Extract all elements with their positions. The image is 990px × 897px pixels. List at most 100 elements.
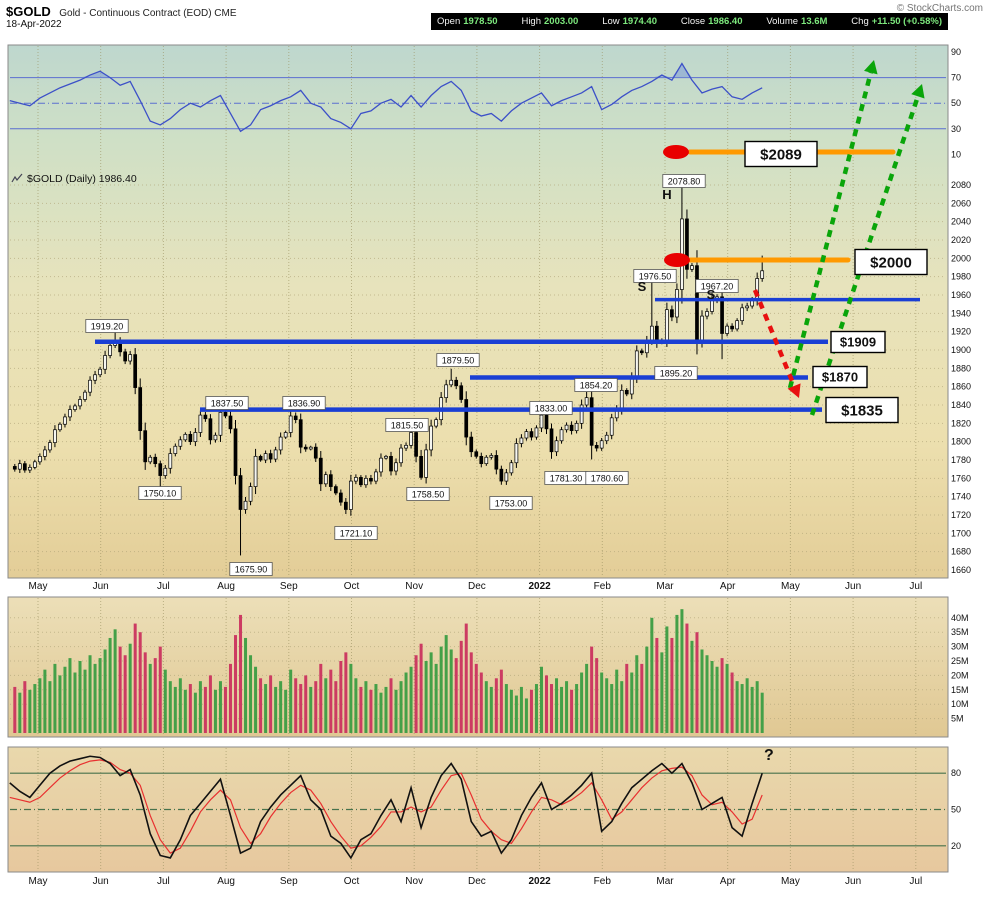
month-label: Apr <box>720 876 736 887</box>
volume-bars <box>13 609 764 733</box>
swing-label-box <box>229 562 273 576</box>
month-label: May <box>781 876 800 887</box>
volume-axis-tick: 20M <box>951 670 969 680</box>
swing-label: 1836.90 <box>288 399 321 409</box>
price-callout-box <box>854 248 928 276</box>
month-label: 2022 <box>528 876 551 887</box>
green-trend-arrow <box>787 72 873 389</box>
month-label: Jul <box>909 581 922 592</box>
swing-label: 1721.10 <box>340 529 373 539</box>
quote-value: 1974.40 <box>622 16 657 27</box>
rsi-panel <box>9 62 946 133</box>
price-axis-tick: 1900 <box>951 345 971 355</box>
chart-header: $GOLD Gold - Continuous Contract (EOD) C… <box>0 0 990 44</box>
swing-label-box <box>282 396 326 410</box>
price-title: $GOLD (Daily) 1986.40 <box>11 173 137 185</box>
rsi-axis-tick: 70 <box>951 73 961 83</box>
swing-label-box <box>529 401 573 415</box>
swing-label-box <box>633 269 677 283</box>
price-callout-label: $1909 <box>840 335 876 350</box>
month-label: Aug <box>217 581 235 592</box>
month-label: Jun <box>845 876 861 887</box>
swing-label-box <box>654 366 698 380</box>
red-trend-arrow <box>752 289 797 387</box>
price-callout-box <box>830 330 886 354</box>
red-oval-marker <box>663 145 689 159</box>
month-label: Apr <box>720 581 736 592</box>
price-callout-box <box>825 396 899 424</box>
swing-label-box <box>585 471 629 485</box>
price-callout-label: $2089 <box>760 146 802 163</box>
price-axis-tick: 1880 <box>951 363 971 373</box>
price-axis-tick: 1940 <box>951 308 971 318</box>
quote-item: Chg +11.50 (+0.58%) <box>851 16 942 27</box>
month-label: Nov <box>405 876 423 887</box>
month-label: May <box>29 876 48 887</box>
month-label: Dec <box>468 581 486 592</box>
price-axis-tick: 1760 <box>951 473 971 483</box>
swing-label-box <box>385 418 429 432</box>
quote-label: Open <box>437 16 461 27</box>
month-label: Oct <box>344 876 360 887</box>
swing-label: 1919.20 <box>91 322 124 332</box>
price-axis-tick: 1660 <box>951 565 971 575</box>
volume-axis-tick: 5M <box>951 714 964 724</box>
swing-label: 1750.10 <box>144 489 177 499</box>
quote-label: Volume <box>766 16 799 27</box>
swing-label-box <box>489 496 533 510</box>
month-label: Jun <box>93 581 109 592</box>
price-axis-tick: 1700 <box>951 528 971 538</box>
month-label: Jun <box>93 876 109 887</box>
month-label: Jul <box>909 876 922 887</box>
month-label: Feb <box>594 876 612 887</box>
pattern-letter: S <box>638 279 647 294</box>
symbol-description: Gold - Continuous Contract (EOD) CME <box>59 8 237 19</box>
quote-value: +11.50 (+0.58%) <box>871 16 942 27</box>
volume-axis-tick: 35M <box>951 627 969 637</box>
volume-axis-tick: 30M <box>951 642 969 652</box>
price-callout-label: $1870 <box>822 370 858 385</box>
price-axis-tick: 1820 <box>951 418 971 428</box>
swing-label-box <box>662 174 706 188</box>
price-callout-box <box>744 140 818 168</box>
swing-label: 1815.50 <box>391 421 424 431</box>
title-row: $GOLD Gold - Continuous Contract (EOD) C… <box>6 3 237 21</box>
month-label: Mar <box>656 876 674 887</box>
rsi-axis-tick: 90 <box>951 47 961 57</box>
copyright: © StockCharts.com <box>896 3 983 14</box>
swing-label: 1758.50 <box>412 490 445 500</box>
swing-label: 1781.30 <box>550 474 583 484</box>
question-mark-annotation: ? <box>764 747 774 764</box>
quote-label: Close <box>680 16 706 27</box>
quote-item: High 2003.00 <box>521 16 578 27</box>
symbol: $GOLD <box>6 4 51 19</box>
rsi-axis-tick: 30 <box>951 124 961 134</box>
red-oval-marker <box>664 253 690 267</box>
axis-labels: 2080206020402020200019801960194019201900… <box>29 47 971 887</box>
pattern-letter: H <box>662 187 671 202</box>
quote-label: Low <box>602 16 620 27</box>
month-label: Jul <box>157 581 170 592</box>
month-label: Sep <box>280 581 298 592</box>
swing-label: 1976.50 <box>639 272 672 282</box>
quote-item: Volume 13.6M <box>766 16 827 27</box>
month-label: Aug <box>217 876 235 887</box>
price-axis-tick: 2060 <box>951 198 971 208</box>
price-callout-label: $2000 <box>870 254 912 271</box>
swing-label: 1895.20 <box>660 369 693 379</box>
swing-label: 1753.00 <box>495 499 528 509</box>
quote-label: High <box>521 16 541 27</box>
stoch-axis-tick: 50 <box>951 805 961 815</box>
month-label: Nov <box>405 581 423 592</box>
swing-label: 2078.80 <box>668 177 701 187</box>
swing-label: 1780.60 <box>591 474 624 484</box>
quote-value: 2003.00 <box>544 16 579 27</box>
price-axis-tick: 1920 <box>951 327 971 337</box>
swing-label: 1837.50 <box>211 399 244 409</box>
price-axis-tick: 1780 <box>951 455 971 465</box>
price-axis-tick: 1800 <box>951 437 971 447</box>
price-axis-tick: 1960 <box>951 290 971 300</box>
green-trend-arrow <box>809 95 921 416</box>
